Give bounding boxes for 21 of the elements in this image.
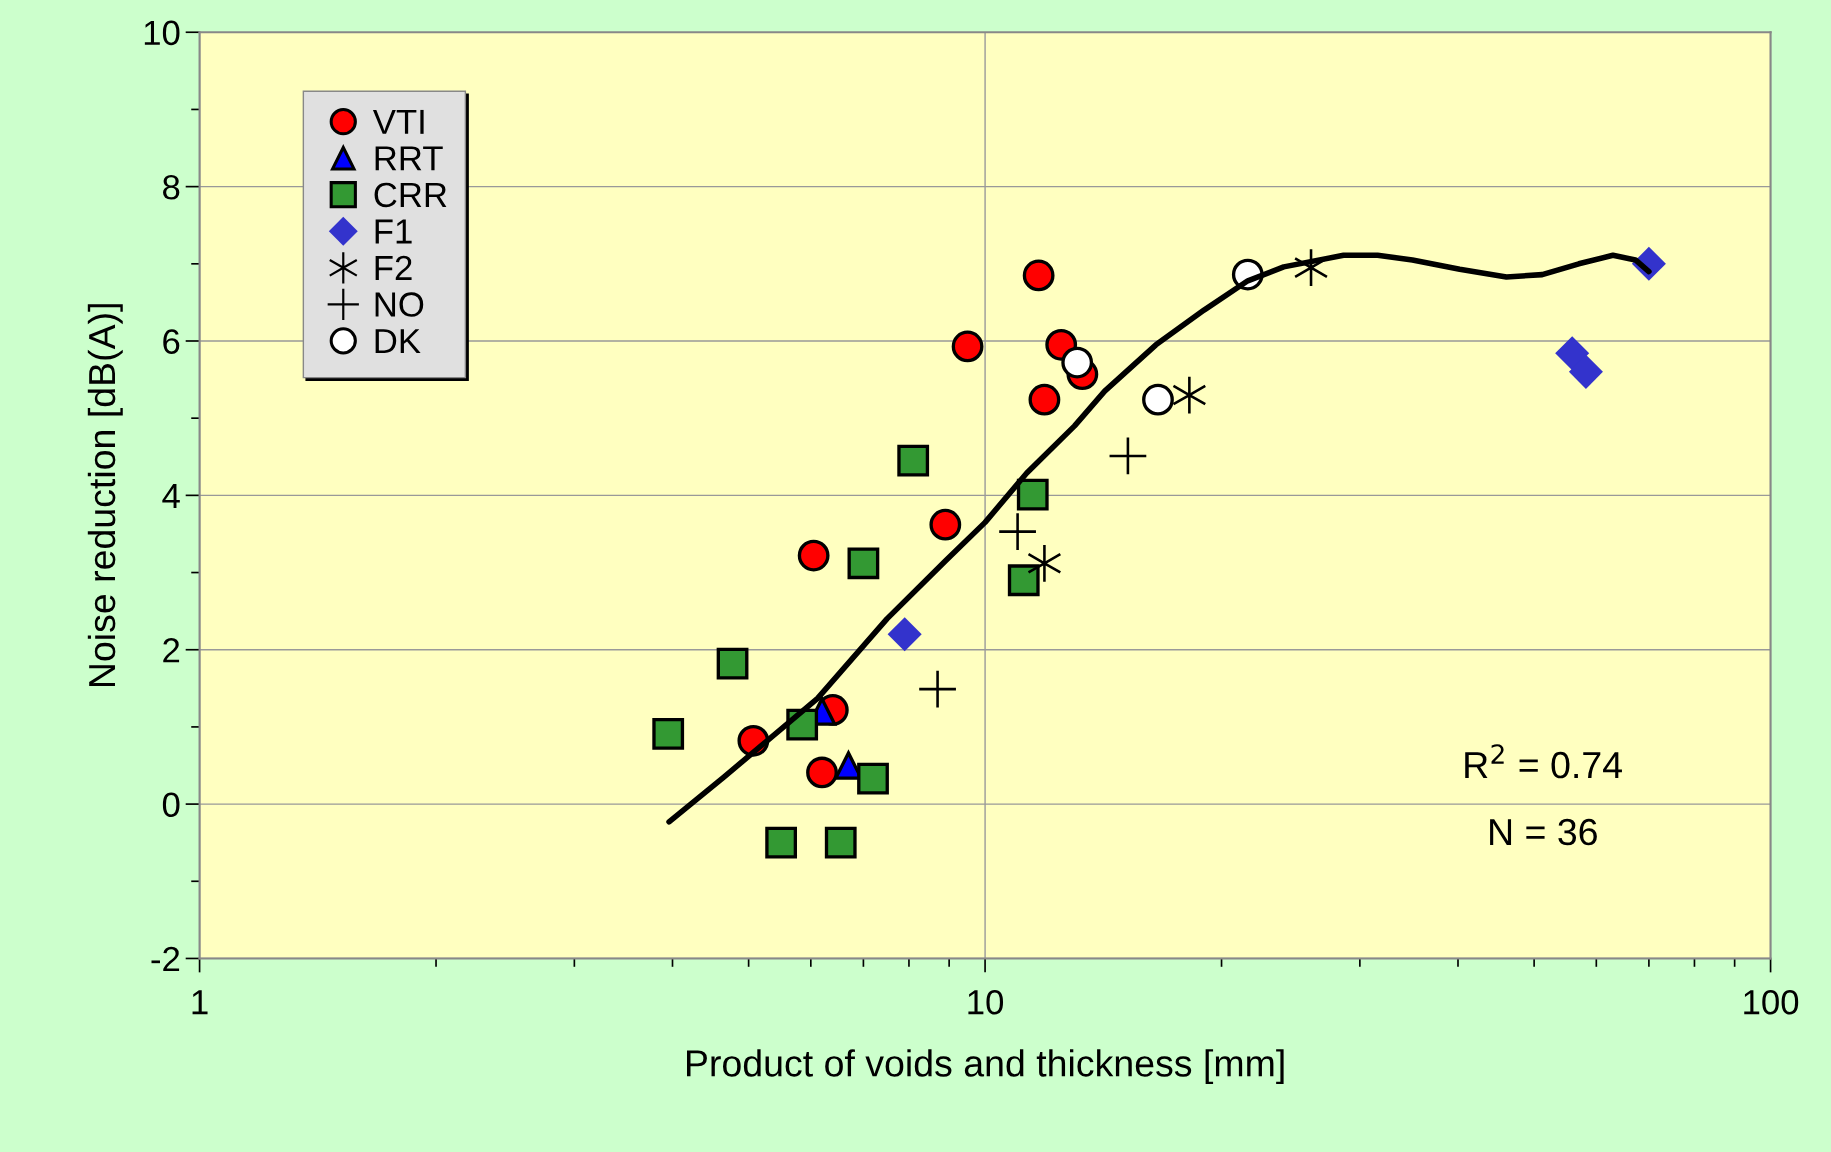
y-tick-label: 2 xyxy=(163,638,180,663)
legend-label: VTI xyxy=(372,109,424,134)
legend-label: NO xyxy=(375,292,424,317)
y-tick-label: 6 xyxy=(163,329,180,354)
legend-label: DK xyxy=(375,329,421,354)
y-tick-label: 8 xyxy=(163,174,180,200)
legend-label: RRT xyxy=(375,146,443,171)
y-tick-label: 4 xyxy=(162,484,180,508)
annotation: R$^{2}$ = 0.74 xyxy=(1465,744,1622,779)
x-axis-title: Product of voids and thickness [mm] xyxy=(687,1049,1284,1085)
y-tick-label: -2 xyxy=(151,946,180,972)
y-tick-label: 0 xyxy=(162,792,180,818)
annotation: N = 36 xyxy=(1490,818,1597,846)
legend-label: F1 xyxy=(375,219,412,244)
x-tick-label: 100 xyxy=(1744,989,1799,1015)
legend-label: F2 xyxy=(375,255,412,280)
x-tick-label: 1 xyxy=(192,990,208,1015)
x-tick-label: 10 xyxy=(968,989,1004,1015)
legend-label: CRR xyxy=(374,182,447,208)
y-axis-title: Noise reduction [dB(A)] xyxy=(87,304,123,687)
y-tick-label: 10 xyxy=(144,20,180,46)
